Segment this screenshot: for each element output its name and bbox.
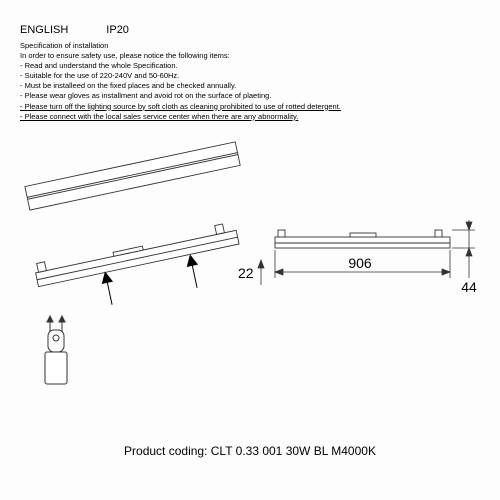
spec-title: Specification of installation bbox=[20, 41, 108, 50]
ip-rating: IP20 bbox=[106, 24, 129, 36]
dim-width: 22 bbox=[238, 265, 254, 281]
dim-length: 906 bbox=[348, 255, 372, 271]
spec-item: - Must be installeed on the fixed places… bbox=[20, 81, 341, 91]
product-code: Product coding: CLT 0.33 001 30W BL M400… bbox=[0, 444, 500, 458]
spec-item: - Suitable for the use of 220-240V and 5… bbox=[20, 71, 341, 81]
spec-intro: In order to ensure safety use, please no… bbox=[20, 51, 230, 60]
spec-item: - Please turn off the lighting source by… bbox=[20, 102, 341, 112]
installation-diagram: 906 44 22 bbox=[20, 130, 480, 400]
spec-item: - Read and understand the whole Specific… bbox=[20, 61, 341, 71]
spec-item: - Please wear gloves as installment and … bbox=[20, 91, 341, 101]
header-row: ENGLISH IP20 bbox=[20, 24, 129, 36]
dim-height: 44 bbox=[461, 279, 477, 295]
spec-item: - Please connect with the local sales se… bbox=[20, 112, 341, 122]
spec-list: - Read and understand the whole Specific… bbox=[20, 61, 341, 122]
language-label: ENGLISH bbox=[20, 24, 68, 36]
